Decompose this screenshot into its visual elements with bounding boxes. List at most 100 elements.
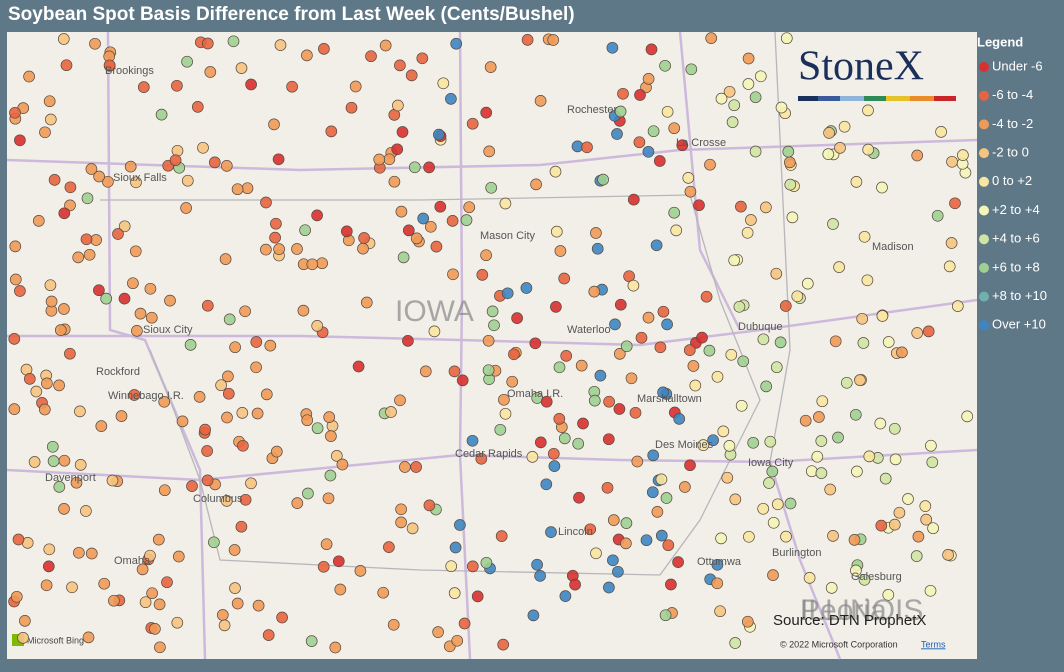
location-dot <box>428 325 441 338</box>
location-dot <box>766 465 779 478</box>
location-dot <box>46 440 59 453</box>
location-dot <box>882 336 895 348</box>
location-dot <box>85 163 98 175</box>
location-dot <box>8 333 21 345</box>
location-dot <box>657 305 670 318</box>
location-dot <box>93 284 105 297</box>
location-dot <box>58 303 70 315</box>
place-label: Omaha I.R. <box>507 388 563 400</box>
location-dot <box>269 231 281 244</box>
location-dot <box>460 214 473 226</box>
location-dot <box>620 517 633 529</box>
location-dot <box>601 481 614 494</box>
location-dot <box>780 530 792 543</box>
location-dot <box>882 589 895 601</box>
location-dot <box>742 52 755 65</box>
location-dot <box>488 319 500 332</box>
location-dot <box>876 181 888 194</box>
location-dot <box>783 156 796 169</box>
location-dot <box>377 586 390 599</box>
place-label: Winnebago I.R. <box>108 390 184 402</box>
location-dot <box>475 452 488 465</box>
place-label: Mason City <box>480 230 536 242</box>
location-dot <box>926 456 939 469</box>
location-dot <box>129 245 142 258</box>
location-dot <box>144 549 156 562</box>
place-label: Iowa City <box>748 457 794 469</box>
location-dot <box>357 242 369 255</box>
location-dot <box>145 311 158 324</box>
location-dot <box>373 153 386 166</box>
location-dot <box>74 459 87 471</box>
location-dot <box>164 294 176 307</box>
location-dot <box>728 99 741 112</box>
location-dot <box>625 372 638 385</box>
location-dot <box>301 414 314 427</box>
location-dot <box>332 555 345 568</box>
location-dot <box>725 348 738 361</box>
location-dot <box>714 605 726 618</box>
location-dot <box>395 516 407 529</box>
location-dot <box>445 93 457 105</box>
location-dot <box>764 435 777 448</box>
location-dot <box>103 59 116 72</box>
location-dot <box>919 500 932 512</box>
location-dot <box>383 153 396 166</box>
location-dot <box>43 543 56 556</box>
location-dot <box>38 403 51 416</box>
location-dot <box>424 220 437 233</box>
location-dot <box>889 453 902 466</box>
location-dot <box>614 105 627 118</box>
copyright: © 2022 Microsoft Corporation <box>780 639 898 649</box>
location-dot <box>827 530 839 542</box>
location-dot <box>410 461 422 473</box>
location-dot <box>530 178 542 191</box>
location-dot <box>270 445 283 458</box>
location-dot <box>603 581 615 594</box>
location-dot <box>550 301 562 313</box>
location-dot <box>951 300 964 312</box>
location-dot <box>28 456 41 468</box>
terms-link[interactable]: Terms <box>921 639 946 649</box>
location-dot <box>118 292 131 305</box>
location-dot <box>693 199 705 212</box>
location-dot <box>497 638 510 651</box>
location-dot <box>495 530 508 542</box>
location-dot <box>405 69 418 82</box>
location-dot <box>39 126 51 139</box>
location-dot <box>154 641 166 654</box>
location-dot <box>534 436 547 449</box>
location-dot <box>322 492 335 505</box>
location-dot <box>588 394 601 407</box>
location-dot <box>193 391 206 403</box>
location-dot <box>480 106 493 119</box>
location-dot <box>711 370 724 383</box>
location-dot <box>651 506 664 518</box>
location-dot <box>388 175 401 188</box>
region-label: Peoria <box>800 594 887 627</box>
location-dot <box>848 534 861 546</box>
location-dot <box>305 635 318 647</box>
location-dot <box>547 447 560 460</box>
location-dot <box>912 530 925 543</box>
place-label: Davenport <box>45 472 96 484</box>
place-label: Cedar Rapids <box>455 448 523 460</box>
location-dot <box>550 225 563 238</box>
logo: StoneX <box>798 44 924 90</box>
location-dot <box>742 78 755 90</box>
location-dot <box>499 197 512 210</box>
location-dot <box>647 125 660 138</box>
location-dot <box>617 87 629 100</box>
location-dot <box>791 290 804 303</box>
location-dot <box>506 375 519 388</box>
place-label: Dubuque <box>738 321 783 333</box>
legend: Under -6 -6 to -4 -4 to -2 -2 to 0 0 to +2 +2… <box>979 58 1047 332</box>
location-dot <box>302 487 314 500</box>
location-dot <box>66 581 78 594</box>
location-dot <box>549 165 562 178</box>
place-label: Columbus <box>193 493 243 505</box>
location-dot <box>856 312 869 325</box>
location-dot <box>735 399 748 412</box>
location-dot <box>834 142 846 154</box>
location-dot <box>757 502 770 515</box>
